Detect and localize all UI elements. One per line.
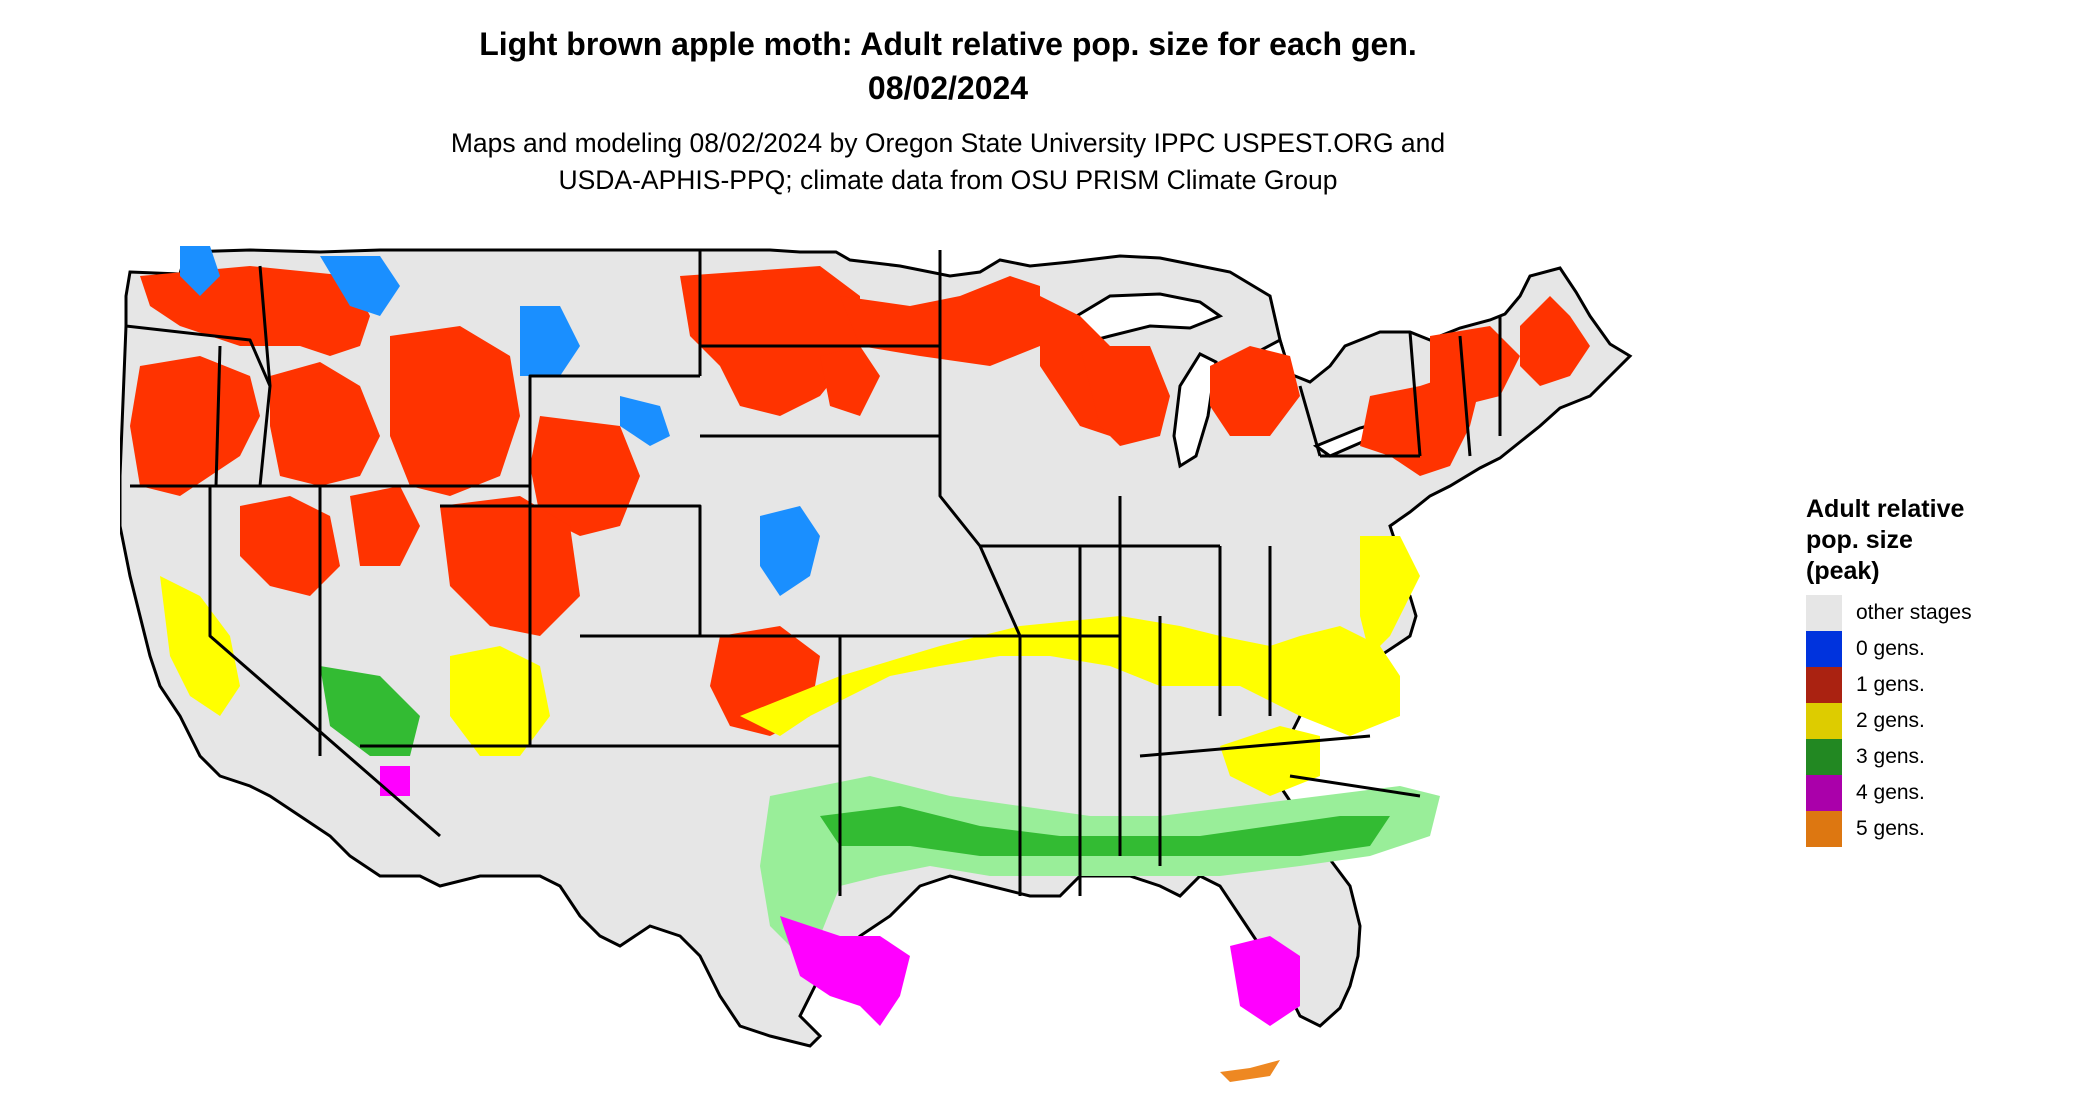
legend-items: other stages 0 gens. 1 gens. 2 gens. 3 gens.… <box>1806 595 2026 847</box>
legend-item: 3 gens. <box>1806 739 2026 775</box>
zero-gen-zones <box>180 246 820 596</box>
map-subtitle-line1: Maps and modeling 08/02/2024 by Oregon S… <box>450 128 1446 158</box>
legend-label: 1 gens. <box>1856 673 1925 696</box>
legend-item: 5 gens. <box>1806 811 2026 847</box>
legend-swatch <box>1806 667 1842 703</box>
legend-item: other stages <box>1806 595 2026 631</box>
four-gen-zones <box>380 766 1300 1026</box>
legend-item: 2 gens. <box>1806 703 2026 739</box>
legend-swatch <box>1806 595 1842 631</box>
legend-title: Adult relative pop. size (peak) <box>1806 495 1965 585</box>
legend-swatch <box>1806 631 1842 667</box>
map-legend: Adult relative pop. size (peak) other st… <box>1806 494 2026 847</box>
map-title: Light brown apple moth: Adult relative p… <box>479 26 1417 62</box>
legend-item: 1 gens. <box>1806 667 2026 703</box>
legend-item: 0 gens. <box>1806 631 2026 667</box>
legend-label: 3 gens. <box>1856 745 1925 768</box>
two-gen-zones <box>160 536 1420 796</box>
lake-michigan <box>1172 352 1218 469</box>
legend-label: 5 gens. <box>1856 817 1925 840</box>
legend-swatch <box>1806 739 1842 775</box>
three-gen-zones <box>320 666 1440 956</box>
us-degree-day-map <box>120 246 1633 1082</box>
legend-label: 4 gens. <box>1856 781 1925 804</box>
legend-swatch <box>1806 811 1842 847</box>
map-subtitle-line2: USDA-APHIS-PPQ; climate data from OSU PR… <box>558 165 1338 195</box>
legend-label: other stages <box>1856 601 1972 624</box>
state-borders <box>125 250 1502 896</box>
five-gen-zones <box>1220 1060 1280 1082</box>
legend-item: 4 gens. <box>1806 775 2026 811</box>
legend-swatch <box>1806 703 1842 739</box>
map-date: 08/02/2024 <box>867 70 1029 106</box>
legend-label: 2 gens. <box>1856 709 1925 732</box>
legend-swatch <box>1806 775 1842 811</box>
one-gen-zones <box>130 266 1590 736</box>
legend-label: 0 gens. <box>1856 637 1925 660</box>
